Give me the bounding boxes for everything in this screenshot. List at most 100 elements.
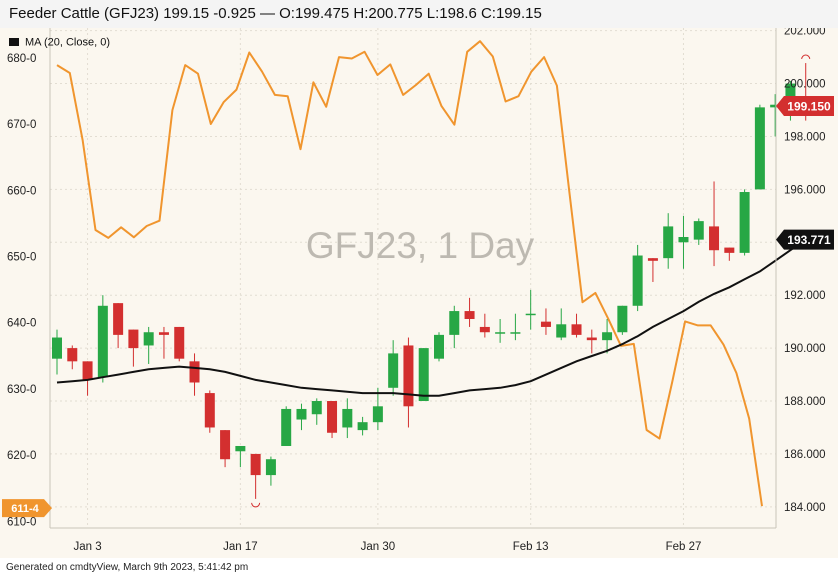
y-tick-label-right: 184.000 [784, 502, 826, 514]
last-price-tag-text: 199.150 [787, 100, 831, 114]
y-tick-label-left: 670-0 [7, 119, 36, 131]
legend: MA (20, Close, 0) [9, 37, 110, 49]
candle [586, 329, 597, 354]
candle [296, 403, 307, 431]
footer: Generated on cmdtyView, March 9th 2023, … [0, 558, 838, 577]
candle [357, 416, 368, 436]
cot-value-tag: 611-4 [2, 499, 52, 518]
candle-body [204, 393, 215, 428]
candle [617, 305, 628, 335]
candle [189, 353, 200, 396]
candle [602, 319, 613, 354]
candle-body [556, 324, 567, 338]
candle-body [495, 332, 506, 334]
candle-body [709, 226, 720, 251]
candle-body [82, 361, 93, 380]
ma-value-tag-text: 193.771 [787, 233, 831, 247]
candle-body [571, 324, 582, 335]
y-tick-label-right: 192.000 [784, 290, 826, 302]
candle [678, 215, 689, 269]
x-tick-label: Feb 13 [513, 541, 549, 553]
ma-value-tag: 193.771 [776, 229, 834, 250]
candle [311, 398, 322, 425]
candle-body [52, 337, 62, 359]
candle [67, 345, 78, 370]
y-tick-label-right: 186.000 [784, 449, 826, 461]
chart-area[interactable]: GFJ23, 1 Day 184.000 186.000 188.000 190.00… [0, 26, 838, 558]
candle-body [464, 311, 475, 320]
x-tick-label: Jan 30 [361, 541, 396, 553]
candle-body [327, 401, 338, 433]
candle [174, 326, 185, 362]
ma-value-tag-shape [776, 229, 834, 250]
candle-body [434, 334, 444, 359]
x-tick-label: Jan 17 [223, 541, 258, 553]
candle [250, 453, 261, 499]
candle [693, 218, 704, 245]
candle-body [693, 221, 704, 240]
candle [632, 244, 643, 312]
candle-body [632, 255, 643, 306]
candle-body [250, 453, 261, 476]
x-tick-label: Jan 3 [73, 541, 101, 553]
high-marker [801, 54, 811, 60]
candle [265, 456, 276, 486]
candle [158, 326, 169, 359]
last-price-tag: 199.150 [776, 96, 834, 117]
candle-body [479, 326, 490, 333]
price-chart-svg[interactable]: GFJ23, 1 Day 184.000 186.000 188.000 190.00… [0, 26, 838, 558]
candles [52, 63, 811, 499]
candle-body [739, 192, 750, 253]
candle-body [143, 332, 154, 346]
ma-line [56, 238, 807, 397]
candle-body [113, 303, 124, 335]
candle [113, 303, 124, 349]
candle-body [617, 305, 628, 333]
candle [754, 104, 765, 190]
candle [663, 213, 674, 269]
candle [52, 329, 62, 375]
cot-value-tag-text: 611-4 [11, 503, 39, 515]
x-tick-label: Feb 27 [666, 541, 702, 553]
candle-body [296, 408, 307, 420]
candle [327, 401, 338, 439]
candle-body [97, 305, 108, 378]
candle-body [770, 104, 781, 108]
candle [464, 297, 475, 327]
candle-body [647, 258, 658, 261]
candle [709, 181, 720, 267]
y-tick-label-right: 190.000 [784, 343, 826, 355]
candle-body [678, 236, 689, 243]
footer-text: Generated on cmdtyView, March 9th 2023, … [6, 562, 249, 573]
candle-body [357, 422, 368, 431]
candle-body [724, 247, 735, 253]
candle-body [342, 408, 353, 428]
y-tick-label-right: 188.000 [784, 396, 826, 408]
candle [571, 313, 582, 338]
candle-body [602, 332, 613, 341]
candle [220, 430, 231, 468]
y-tick-label-left: 660-0 [7, 185, 36, 197]
candle [143, 326, 154, 364]
candle-body [311, 401, 322, 415]
candle-body [525, 313, 536, 316]
candle [372, 387, 383, 431]
last-price-tag-shape [776, 96, 834, 117]
candle [418, 348, 429, 402]
y-tick-label-right: 200.000 [784, 79, 826, 91]
candle [449, 305, 460, 349]
candle-body [510, 332, 521, 334]
candle [342, 398, 353, 439]
y-tick-label-left: 610-0 [7, 516, 36, 528]
cot-series [56, 40, 763, 507]
chart-background [0, 28, 838, 558]
candle-body [67, 348, 78, 362]
candle-body [663, 226, 674, 259]
candle [403, 337, 414, 428]
candle-body [372, 406, 383, 423]
candle [479, 313, 490, 338]
candle-body [754, 107, 765, 190]
candle [556, 308, 567, 341]
value-tags: 199.150 193.771 611-4 [2, 96, 834, 518]
candle-body [158, 332, 169, 335]
